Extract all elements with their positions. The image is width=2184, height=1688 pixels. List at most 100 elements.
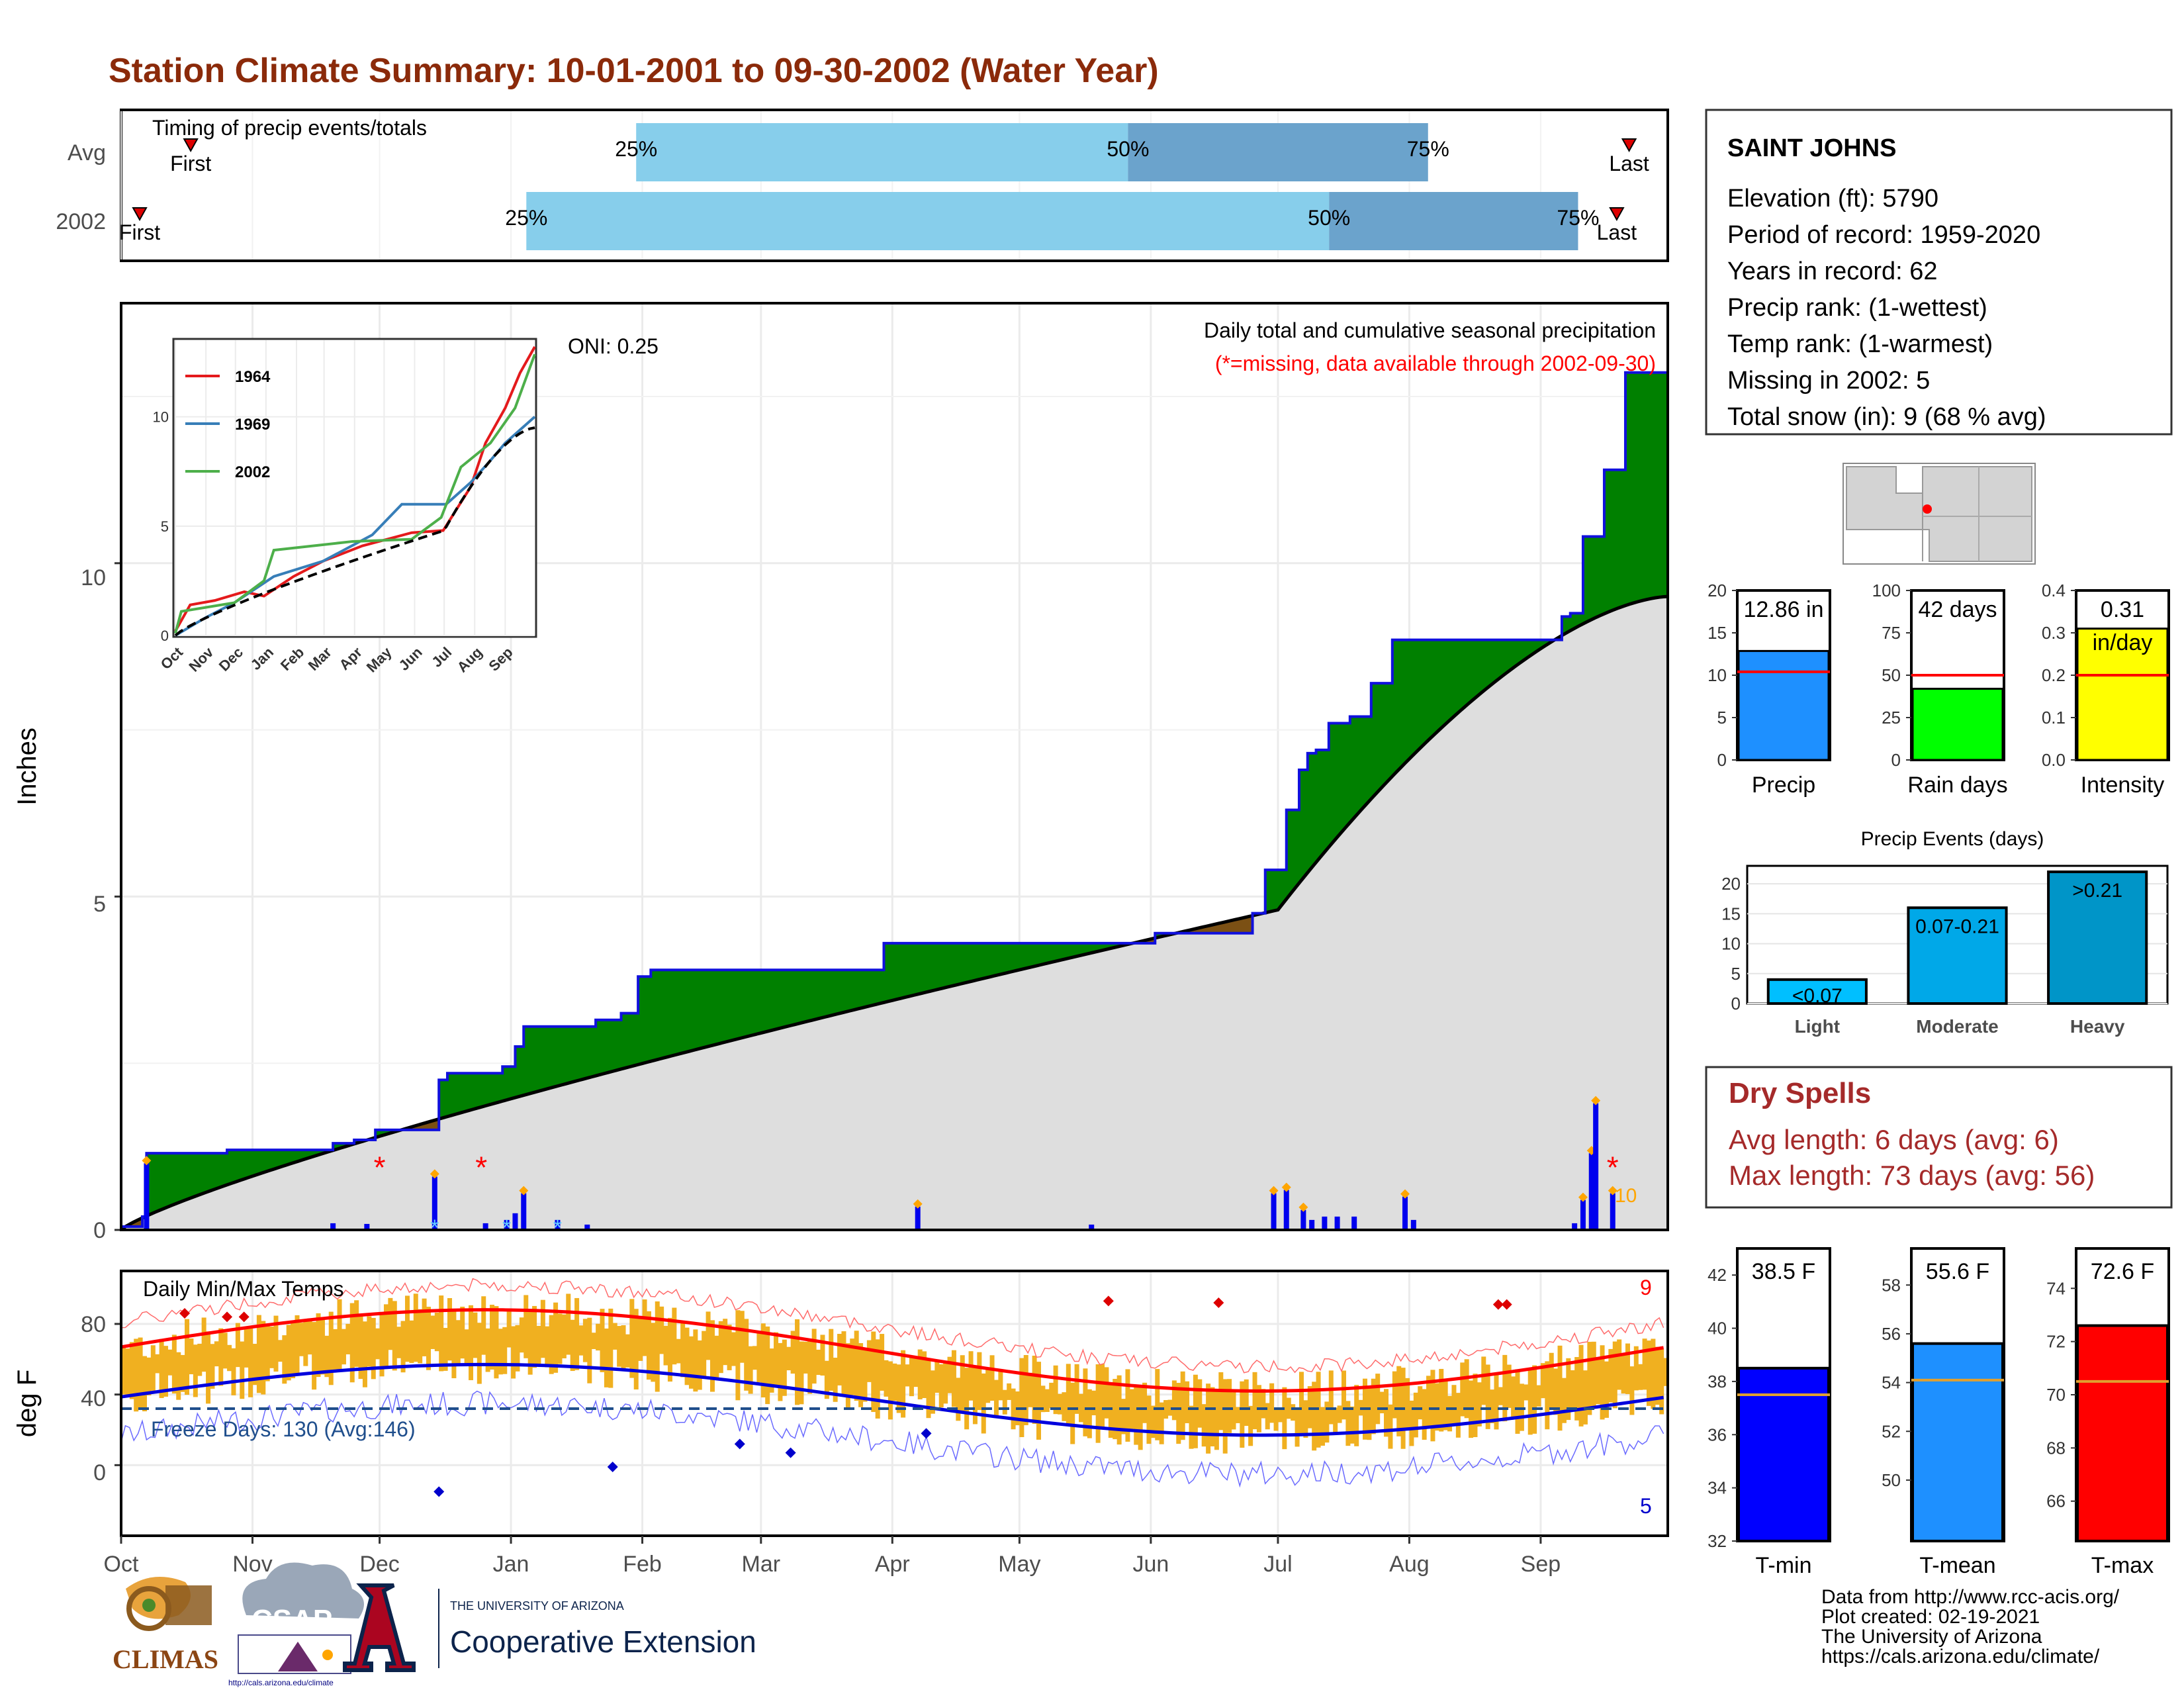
daily-temp-bar <box>642 1299 647 1356</box>
daily-temp-bar <box>1104 1367 1109 1419</box>
daily-temp-bar <box>1447 1395 1453 1432</box>
daily-temp-bar <box>1307 1385 1312 1429</box>
daily-temp-bar <box>1180 1371 1185 1440</box>
daily-temp-bar <box>596 1323 601 1351</box>
daily-temp-bar <box>1388 1404 1393 1449</box>
daily-temp-bar <box>227 1344 232 1372</box>
daily-temp-bar <box>820 1335 825 1376</box>
daily-temp-bar <box>358 1315 363 1380</box>
daily-temp-bar <box>854 1331 859 1401</box>
daily-temp-bar <box>799 1341 804 1405</box>
daily-temp-bar <box>341 1329 346 1365</box>
daily-temp-bar <box>905 1364 910 1387</box>
daily-temp-bar <box>1392 1371 1397 1419</box>
record-high-marker <box>1492 1299 1504 1310</box>
daily-temp-bar <box>1591 1341 1596 1409</box>
daily-temp-bar <box>345 1323 351 1354</box>
daily-temp-bar <box>1481 1356 1486 1405</box>
daily-temp-bar <box>320 1319 325 1375</box>
daily-temp-bar <box>439 1295 444 1372</box>
daily-temp-bar <box>261 1321 266 1395</box>
daily-temp-bar <box>1185 1381 1190 1423</box>
timing-pct-75: 75% <box>1407 137 1449 161</box>
daily-precip-bar <box>364 1223 370 1230</box>
snow-marker: * <box>430 1215 439 1241</box>
daily-temp-bar <box>981 1373 986 1434</box>
daily-temp-bar <box>1023 1355 1028 1425</box>
daily-temp-bar <box>1629 1366 1635 1415</box>
daily-temp-bar <box>328 1311 334 1385</box>
daily-temp-bar <box>1638 1364 1643 1390</box>
daily-temp-bar <box>1138 1386 1143 1450</box>
daily-temp-bar <box>1028 1372 1033 1407</box>
extreme-precip-count: 10 <box>1615 1185 1637 1207</box>
daily-temp-bar <box>1113 1379 1118 1440</box>
daily-temp-bar <box>803 1341 808 1374</box>
daily-temp-bar <box>1375 1374 1381 1425</box>
daily-temp-bar <box>1498 1387 1503 1405</box>
timing-row-avg-label: Avg <box>68 140 106 165</box>
cumulative-2002-line <box>121 371 1668 1228</box>
daily-temp-bar <box>1460 1362 1465 1417</box>
daily-temp-bar <box>1121 1399 1126 1434</box>
daily-temp-bar <box>1298 1372 1304 1434</box>
summary-ytick: 0.3 <box>2042 623 2066 643</box>
daily-temp-bar <box>404 1295 410 1362</box>
events-category-label: Moderate <box>1916 1016 1998 1037</box>
inset-series-line-2002 <box>174 353 536 634</box>
daily-temp-bar <box>210 1344 215 1389</box>
daily-temp-bar <box>553 1302 559 1373</box>
daily-temp-bar <box>837 1333 842 1385</box>
avg-min-temp-line <box>120 1362 1664 1437</box>
summary-ytick: 50 <box>1882 665 1901 685</box>
daily-temp-bar <box>1222 1379 1228 1454</box>
daily-temp-bar <box>688 1336 694 1389</box>
daily-temp-bar <box>447 1298 453 1361</box>
inset-legend-label: 2002 <box>235 463 270 481</box>
daily-temp-bar <box>697 1340 702 1390</box>
daily-temp-bar <box>786 1346 792 1371</box>
daily-temp-bar <box>1485 1364 1490 1429</box>
daily-temp-bar <box>176 1352 181 1400</box>
daily-temp-bar <box>629 1299 635 1378</box>
daily-temp-bar <box>1134 1385 1139 1445</box>
daily-temp-bar <box>1524 1384 1529 1401</box>
daily-temp-bar <box>1066 1364 1071 1427</box>
daily-temp-bar <box>617 1326 622 1367</box>
daily-temp-bar <box>748 1346 753 1394</box>
temp-bar-ytick: 32 <box>1707 1531 1727 1551</box>
daily-temp-bar <box>574 1297 580 1370</box>
daily-temp-bar <box>938 1364 944 1408</box>
temp-ytick-40: 40 <box>81 1386 106 1411</box>
daily-temp-bar <box>426 1307 431 1370</box>
daily-temp-bar <box>1371 1378 1376 1434</box>
daily-temp-bar <box>252 1344 257 1385</box>
daily-temp-bar <box>515 1325 520 1372</box>
record-high-marker <box>1213 1297 1224 1308</box>
daily-temp-bar <box>604 1328 609 1387</box>
daily-temp-bar <box>1633 1346 1639 1391</box>
daily-temp-bar <box>1464 1359 1469 1419</box>
daily-temp-bar <box>1561 1378 1567 1423</box>
heavy-precip-marker <box>1400 1189 1410 1199</box>
daily-temp-bar <box>731 1332 736 1366</box>
daily-temp-bar <box>388 1297 393 1350</box>
daily-temp-bar <box>371 1317 376 1380</box>
events-bar-light <box>1766 978 1868 1005</box>
daily-temp-bar <box>218 1328 224 1386</box>
daily-temp-bar <box>138 1337 143 1408</box>
daily-temp-bar <box>1171 1380 1177 1421</box>
station-line-missing: Missing in 2002: 5 <box>1727 367 1930 395</box>
inset-legend-label: 1964 <box>235 368 271 386</box>
timing-pct-50: 50% <box>1107 137 1149 161</box>
daily-temp-bar <box>913 1358 919 1387</box>
daily-temp-bar <box>1621 1353 1626 1394</box>
daily-temp-bar <box>1578 1344 1584 1427</box>
daily-precip-bar <box>144 1163 150 1230</box>
precip-events-chart: Precip Events (days) 0 5 10 15 20 <0.07 Light 0… <box>1721 828 2169 1037</box>
daily-temp-bar <box>362 1321 367 1387</box>
temp-bar-ytick: 58 <box>1882 1275 1901 1295</box>
daily-temp-bar <box>1566 1358 1571 1421</box>
daily-temp-bar <box>1087 1389 1092 1438</box>
events-bar-label: >0.21 <box>2072 880 2122 902</box>
